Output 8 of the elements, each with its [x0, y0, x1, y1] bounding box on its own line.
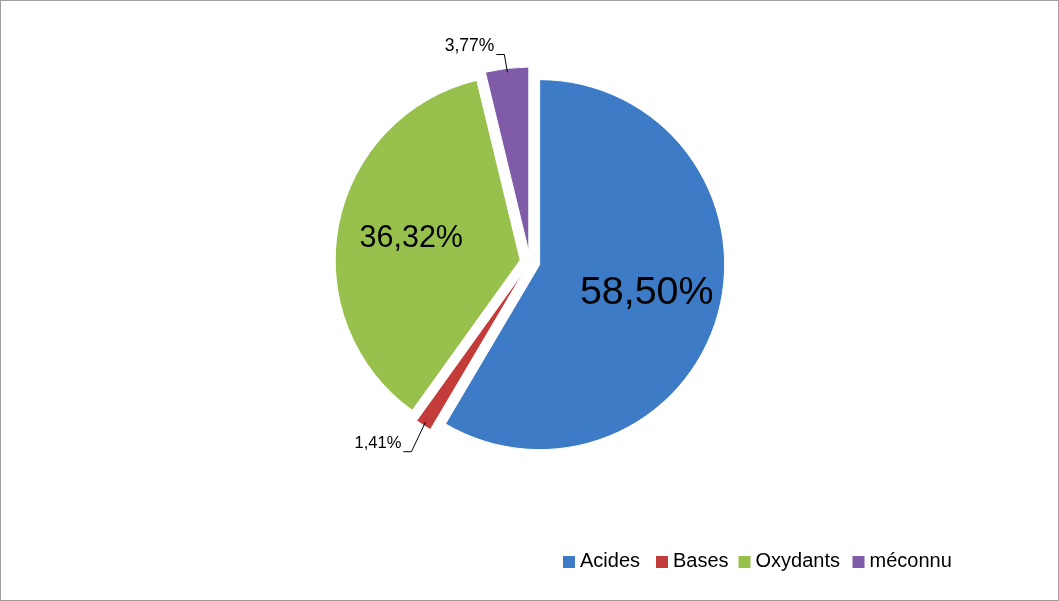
data-label: 3,77%: [444, 35, 495, 56]
data-label: 36,32%: [359, 218, 463, 253]
legend-label: Acides: [580, 549, 641, 572]
legend-label: Oxydants: [755, 549, 840, 572]
legend-label: méconnu: [869, 549, 952, 572]
data-label: 58,50%: [579, 268, 714, 313]
legend-label: Bases: [673, 549, 729, 572]
data-label: 1,41%: [354, 433, 402, 453]
